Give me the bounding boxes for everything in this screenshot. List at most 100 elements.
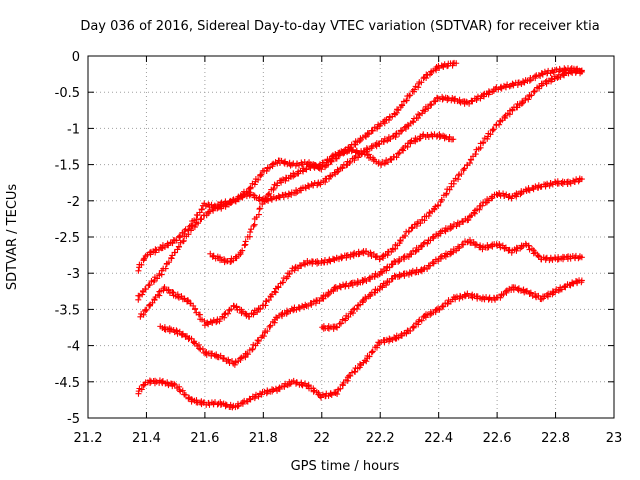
data-point — [226, 198, 233, 205]
data-point — [383, 282, 390, 289]
data-point — [383, 267, 390, 274]
data-point — [366, 353, 373, 360]
data-point — [477, 95, 484, 102]
data-point — [281, 383, 288, 390]
data-point — [530, 250, 537, 257]
data-marks — [135, 59, 585, 411]
data-point — [401, 256, 408, 263]
y-tick-label: -4 — [67, 340, 80, 355]
data-point — [302, 380, 309, 387]
data-point — [247, 229, 254, 236]
data-point — [140, 311, 147, 318]
data-point — [394, 106, 401, 113]
data-point — [363, 248, 370, 255]
data-point — [406, 92, 413, 99]
data-point — [168, 255, 175, 262]
data-point — [353, 306, 360, 313]
data-point — [407, 92, 414, 99]
data-point — [391, 272, 398, 279]
data-point — [259, 201, 266, 208]
data-point — [196, 345, 203, 352]
data-point — [364, 129, 371, 136]
data-point — [432, 98, 439, 105]
data-point — [410, 323, 417, 330]
data-point — [289, 161, 296, 168]
data-point — [233, 303, 240, 310]
data-point — [270, 185, 277, 192]
data-point — [254, 337, 261, 344]
data-point — [275, 284, 282, 291]
data-point — [255, 393, 262, 400]
data-point — [395, 258, 402, 265]
data-point — [424, 240, 431, 247]
data-point — [372, 254, 379, 261]
data-point — [399, 102, 406, 109]
data-point — [165, 259, 172, 266]
data-point — [164, 379, 171, 386]
data-point — [488, 242, 495, 249]
data-point — [578, 68, 585, 75]
data-point — [286, 271, 293, 278]
data-point — [246, 192, 253, 199]
x-tick-label: 21.6 — [190, 431, 219, 446]
data-point — [437, 255, 444, 262]
x-tick-label: 22 — [314, 431, 331, 446]
data-point — [395, 150, 402, 157]
data-point — [393, 154, 400, 161]
data-point — [428, 101, 435, 108]
data-point — [376, 141, 383, 148]
data-point — [388, 156, 395, 163]
data-point — [265, 297, 272, 304]
data-point — [256, 205, 263, 212]
data-point — [367, 276, 374, 283]
data-point — [432, 309, 439, 316]
x-tick-label: 21.2 — [74, 431, 103, 446]
data-point — [161, 324, 168, 331]
data-point — [244, 351, 251, 358]
data-point — [350, 306, 357, 313]
data-point — [138, 386, 145, 393]
data-point — [440, 64, 447, 71]
data-point — [386, 279, 393, 286]
data-point — [440, 303, 447, 310]
data-point — [427, 262, 434, 269]
data-point — [531, 88, 538, 95]
data-point — [267, 293, 274, 300]
data-point — [347, 158, 354, 165]
data-point — [489, 194, 496, 201]
data-point — [239, 247, 246, 254]
data-point — [408, 270, 415, 277]
data-point — [257, 306, 264, 313]
data-point — [264, 328, 271, 335]
data-point — [241, 242, 248, 249]
data-point — [378, 161, 385, 168]
data-point — [179, 330, 186, 337]
x-tick-label: 22.4 — [424, 431, 453, 446]
data-point — [425, 105, 432, 112]
data-point — [276, 386, 283, 393]
data-point — [169, 252, 176, 259]
y-tick-label: -4.5 — [55, 376, 80, 391]
data-point — [151, 297, 158, 304]
data-point — [357, 360, 364, 367]
data-point — [258, 171, 265, 178]
data-point — [261, 333, 268, 340]
x-tick-label: 22.2 — [366, 431, 395, 446]
data-point — [233, 255, 240, 262]
data-point — [456, 96, 463, 103]
data-point — [535, 292, 542, 299]
data-point — [487, 131, 494, 138]
data-point — [334, 391, 341, 398]
data-point — [179, 387, 186, 394]
data-point — [524, 287, 531, 294]
data-point — [396, 149, 403, 156]
data-point — [171, 380, 178, 387]
data-point — [135, 388, 142, 395]
x-tick-label: 21.8 — [249, 431, 278, 446]
data-point — [279, 279, 286, 286]
data-point — [417, 220, 424, 227]
data-point — [381, 160, 388, 167]
data-point — [135, 267, 142, 274]
y-tick-label: -3.5 — [55, 303, 80, 318]
data-point — [248, 226, 255, 233]
